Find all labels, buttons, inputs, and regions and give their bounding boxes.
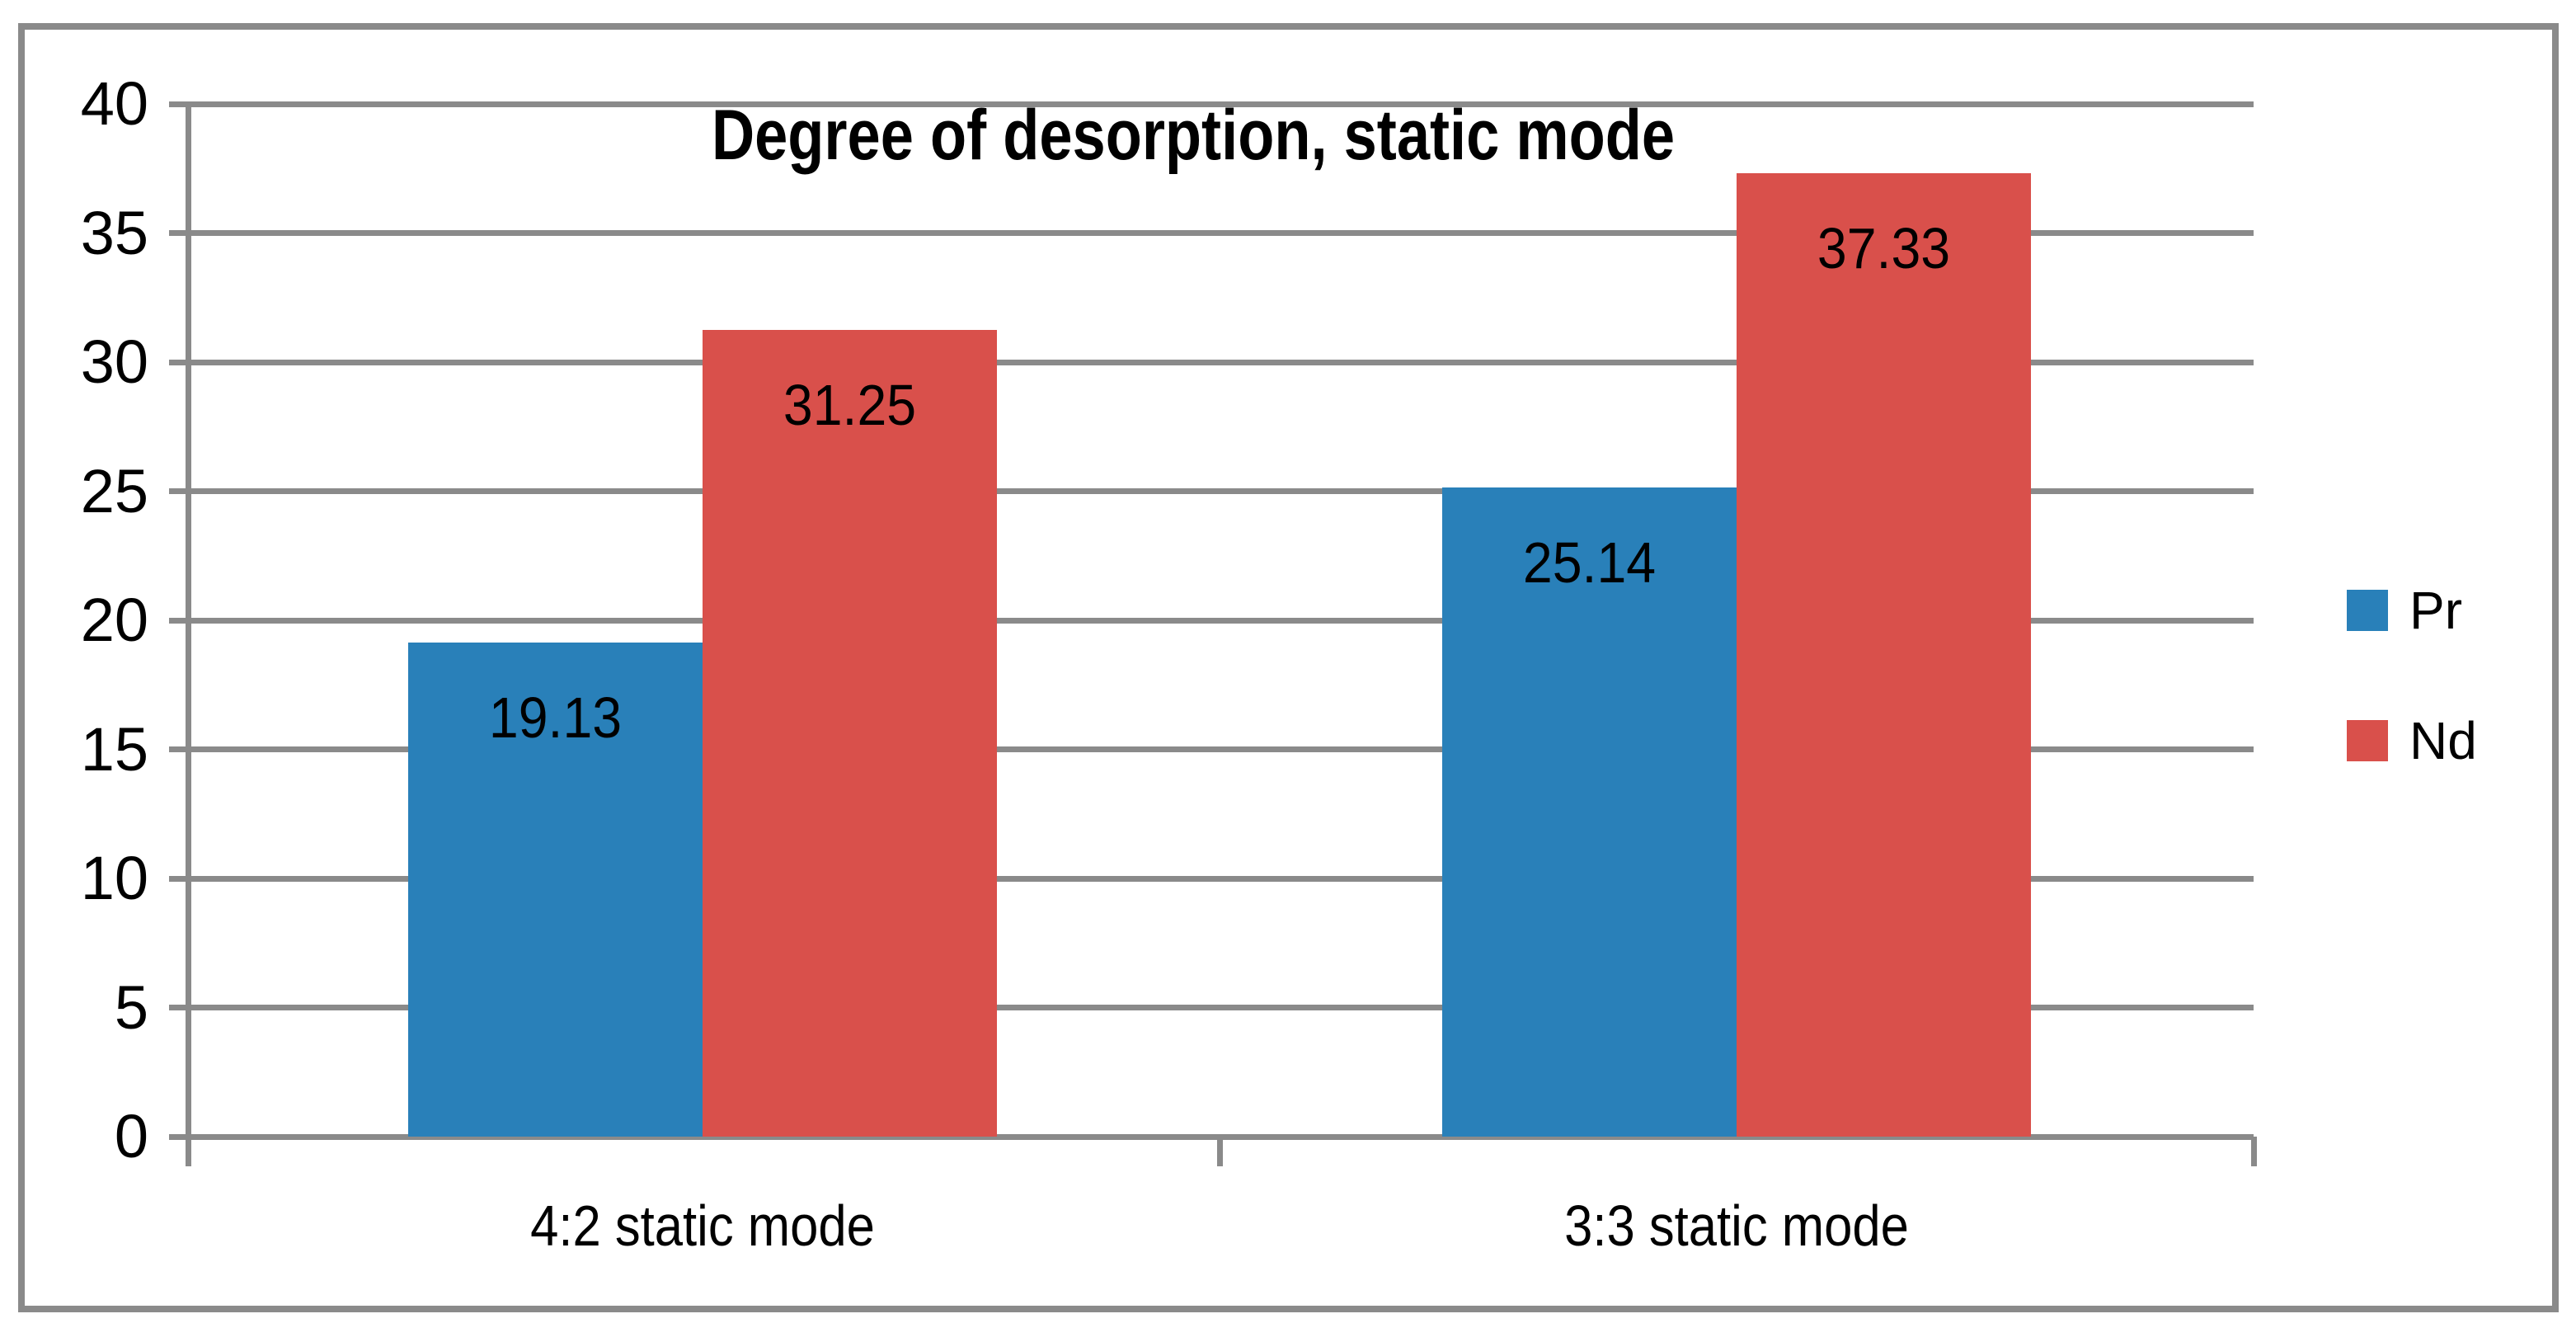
bar-nd-1 xyxy=(703,329,997,1137)
gridline-5 xyxy=(169,1005,2254,1010)
y-axis-tick-label: 35 xyxy=(80,198,148,267)
y-axis-tick-label: 30 xyxy=(80,327,148,396)
gridline-10 xyxy=(169,875,2254,882)
x-axis-tick xyxy=(1216,1137,1223,1166)
x-axis-tick xyxy=(2250,1137,2257,1166)
legend-item-nd: Nd xyxy=(2347,714,2477,767)
bar-value-label: 37.33 xyxy=(1817,215,1951,280)
gridline-20 xyxy=(169,617,2254,624)
gridline-30 xyxy=(169,359,2254,365)
legend-swatch-icon xyxy=(2347,590,2388,631)
bar-pr-1 xyxy=(408,643,703,1137)
gridline-35 xyxy=(169,230,2254,236)
y-axis-tick-label: 5 xyxy=(114,972,148,1042)
y-axis-line xyxy=(186,104,191,1166)
gridline-15 xyxy=(169,746,2254,752)
legend-item-pr: Pr xyxy=(2347,584,2477,637)
bar-nd-2 xyxy=(1737,172,2031,1137)
y-axis-tick-label: 15 xyxy=(80,714,148,784)
chart-title: Degree of desorption, static mode xyxy=(711,96,1676,175)
y-axis-tick-label: 20 xyxy=(80,586,148,654)
bar-pr-2 xyxy=(1442,487,1737,1137)
y-axis-tick-label: 25 xyxy=(80,456,148,525)
bar-value-label: 19.13 xyxy=(488,685,623,751)
y-axis-tick-label: 0 xyxy=(114,1102,148,1170)
y-axis-tick-label: 10 xyxy=(80,844,148,912)
gridline-25 xyxy=(169,488,2254,494)
gridline-40 xyxy=(169,101,2254,107)
legend-label: Nd xyxy=(2409,711,2477,770)
category-label: 4:2 static mode xyxy=(530,1194,875,1258)
legend-swatch-icon xyxy=(2347,720,2388,761)
y-axis-tick-label: 40 xyxy=(80,69,148,138)
legend: Pr Nd xyxy=(2347,584,2477,845)
category-label: 3:3 static mode xyxy=(1564,1194,1909,1258)
bar-value-label: 31.25 xyxy=(783,372,917,437)
gridline-0 xyxy=(169,1133,2254,1140)
bar-value-label: 25.14 xyxy=(1522,530,1657,596)
legend-label: Pr xyxy=(2409,581,2462,640)
chart-border xyxy=(18,23,2559,1312)
